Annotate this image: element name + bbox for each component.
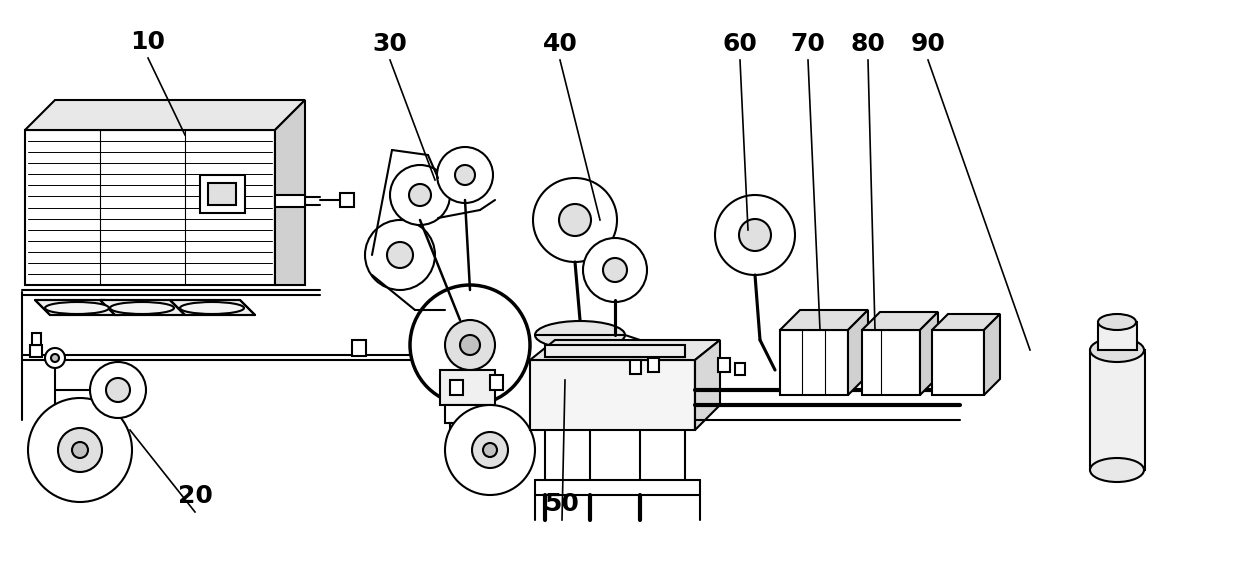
Ellipse shape	[677, 347, 713, 363]
Circle shape	[472, 432, 508, 468]
Circle shape	[365, 220, 435, 290]
Bar	[649, 358, 658, 372]
Ellipse shape	[534, 321, 625, 349]
Polygon shape	[932, 314, 999, 330]
Text: 80: 80	[851, 32, 885, 56]
Ellipse shape	[180, 302, 244, 314]
Circle shape	[410, 285, 529, 405]
Polygon shape	[100, 300, 185, 315]
Ellipse shape	[45, 302, 109, 314]
Bar	[32, 333, 41, 345]
Circle shape	[29, 398, 131, 502]
Circle shape	[45, 348, 64, 368]
Circle shape	[455, 165, 475, 185]
Bar	[200, 175, 246, 213]
Bar	[490, 375, 503, 390]
Circle shape	[739, 219, 771, 251]
Bar	[208, 183, 236, 205]
Bar	[1097, 322, 1137, 350]
Bar	[1090, 350, 1145, 470]
Bar	[529, 360, 694, 430]
Polygon shape	[529, 340, 720, 360]
Text: 70: 70	[791, 32, 826, 56]
Circle shape	[484, 443, 497, 457]
Circle shape	[715, 195, 795, 275]
Polygon shape	[862, 312, 937, 330]
Circle shape	[583, 238, 647, 302]
Text: 30: 30	[372, 32, 408, 56]
Text: 20: 20	[177, 484, 212, 508]
Text: 10: 10	[130, 30, 165, 54]
Bar	[440, 370, 495, 405]
Ellipse shape	[1097, 314, 1136, 330]
Bar	[352, 340, 366, 356]
Circle shape	[58, 428, 102, 472]
Polygon shape	[848, 310, 868, 395]
Polygon shape	[275, 100, 305, 285]
Circle shape	[105, 378, 130, 402]
Circle shape	[51, 354, 60, 362]
Bar	[735, 363, 745, 375]
Circle shape	[559, 204, 591, 236]
Bar	[780, 330, 848, 395]
Circle shape	[445, 405, 534, 495]
Ellipse shape	[1090, 458, 1145, 482]
Text: 60: 60	[723, 32, 758, 56]
Polygon shape	[985, 314, 999, 395]
Polygon shape	[694, 340, 720, 430]
Bar	[30, 345, 42, 357]
Circle shape	[603, 258, 627, 282]
Polygon shape	[170, 300, 255, 315]
Circle shape	[387, 242, 413, 268]
Ellipse shape	[1090, 338, 1145, 362]
Bar	[630, 360, 641, 374]
Circle shape	[460, 335, 480, 355]
Polygon shape	[920, 312, 937, 395]
Polygon shape	[25, 100, 305, 130]
Circle shape	[91, 362, 146, 418]
Bar	[718, 358, 730, 372]
Text: 90: 90	[910, 32, 945, 56]
Circle shape	[391, 165, 450, 225]
Circle shape	[436, 147, 494, 203]
Bar	[25, 130, 275, 285]
Bar	[340, 193, 353, 207]
Text: 40: 40	[543, 32, 578, 56]
Circle shape	[72, 442, 88, 458]
Circle shape	[533, 178, 618, 262]
Polygon shape	[780, 310, 868, 330]
Circle shape	[445, 320, 495, 370]
Bar	[450, 423, 485, 438]
Bar	[445, 405, 490, 423]
Text: 50: 50	[544, 492, 579, 516]
Bar	[862, 330, 920, 395]
Bar	[275, 195, 305, 207]
Bar	[932, 330, 985, 395]
Circle shape	[409, 184, 432, 206]
Polygon shape	[35, 300, 120, 315]
Bar	[450, 380, 463, 395]
Bar	[546, 345, 684, 357]
Ellipse shape	[110, 302, 174, 314]
